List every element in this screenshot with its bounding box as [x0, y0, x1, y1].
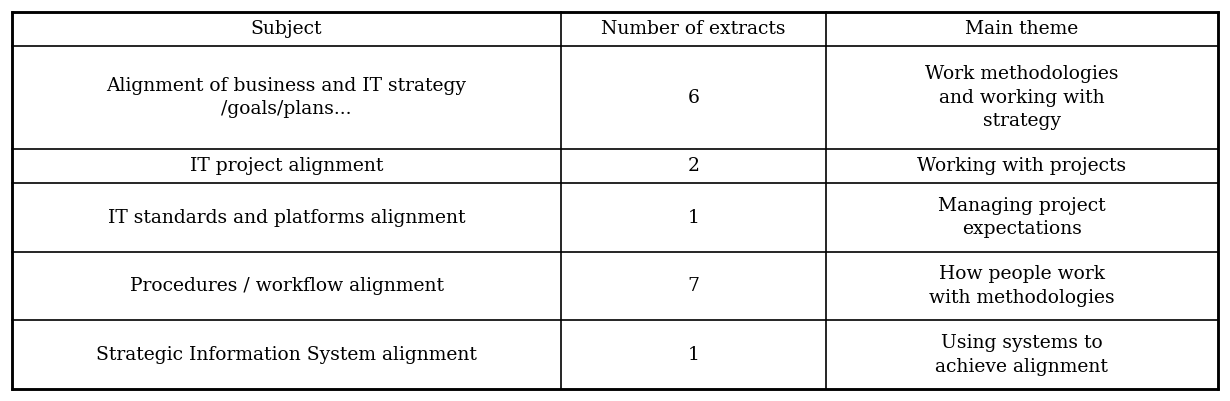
Text: Number of extracts: Number of extracts: [601, 20, 786, 38]
Text: 1: 1: [688, 346, 700, 364]
Text: Working with projects: Working with projects: [918, 157, 1127, 175]
Text: 6: 6: [688, 89, 700, 107]
Text: Using systems to
achieve alignment: Using systems to achieve alignment: [935, 334, 1108, 375]
Text: 7: 7: [688, 277, 700, 295]
Text: Main theme: Main theme: [966, 20, 1079, 38]
Text: How people work
with methodologies: How people work with methodologies: [929, 265, 1114, 307]
Text: 2: 2: [688, 157, 700, 175]
Text: 1: 1: [688, 209, 700, 227]
Text: Subject: Subject: [251, 20, 322, 38]
Text: IT standards and platforms alignment: IT standards and platforms alignment: [108, 209, 465, 227]
Text: Managing project
expectations: Managing project expectations: [938, 197, 1106, 239]
Text: Procedures / workflow alignment: Procedures / workflow alignment: [129, 277, 444, 295]
Text: Alignment of business and IT strategy
/goals/plans...: Alignment of business and IT strategy /g…: [107, 77, 466, 119]
Text: Strategic Information System alignment: Strategic Information System alignment: [96, 346, 477, 364]
Text: IT project alignment: IT project alignment: [189, 157, 384, 175]
Text: Work methodologies
and working with
strategy: Work methodologies and working with stra…: [925, 65, 1118, 130]
